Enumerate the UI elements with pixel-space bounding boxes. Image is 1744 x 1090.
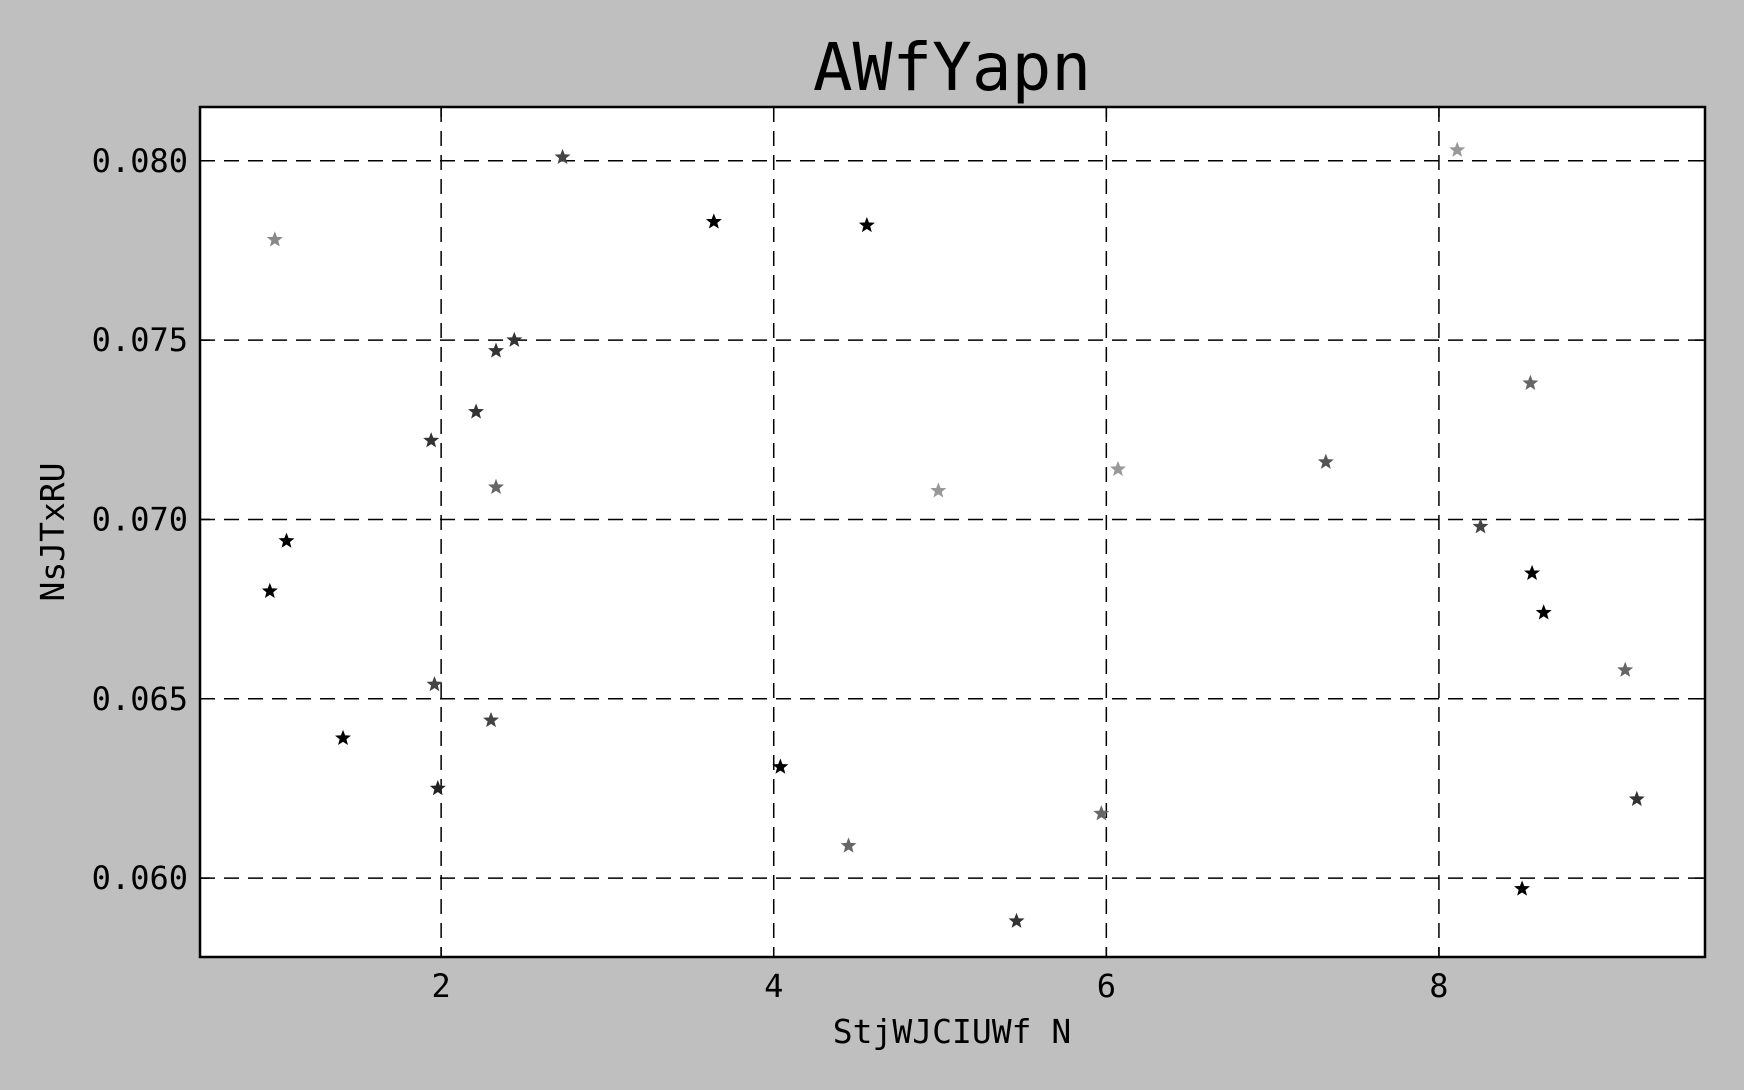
y-tick-label: 0.070 <box>92 500 188 538</box>
data-point-star <box>1524 564 1541 581</box>
x-axis-label: StjWJCIUWf N <box>833 1012 1071 1051</box>
data-point-star <box>1617 661 1634 677</box>
data-point-star <box>1317 453 1334 469</box>
data-point-star <box>1008 912 1025 928</box>
data-point-star <box>772 758 789 774</box>
data-point-star <box>423 432 440 448</box>
x-tick-label: 4 <box>764 967 783 1005</box>
x-tick-label: 8 <box>1429 967 1448 1005</box>
plot-area <box>200 107 1705 957</box>
chart-title: AWfYapn <box>813 29 1091 106</box>
y-tick-label: 0.065 <box>92 680 188 718</box>
data-point-star <box>1472 518 1489 534</box>
data-point-star <box>930 482 947 498</box>
data-point-star <box>554 148 571 164</box>
data-point-star <box>858 216 875 233</box>
data-point-star <box>335 729 351 746</box>
y-tick-label: 0.060 <box>92 859 188 897</box>
axis-ticks: 2 4 6 8 0.060 0.065 0.070 0.075 0.080 <box>92 107 1705 1005</box>
data-points <box>261 141 1645 928</box>
y-tick-label: 0.075 <box>92 321 188 359</box>
plot-frame <box>198 105 1707 959</box>
data-point-star <box>506 331 523 347</box>
x-tick-label: 6 <box>1097 967 1116 1005</box>
data-point-star <box>429 780 446 796</box>
data-point-star <box>1109 460 1126 477</box>
data-point-star <box>488 342 504 358</box>
data-point-star <box>840 837 857 853</box>
data-point-star <box>468 403 485 419</box>
data-point-star <box>705 213 722 229</box>
y-axis-label: NsJTxRU <box>33 462 72 601</box>
data-point-star <box>1535 604 1552 620</box>
data-point-star <box>1449 141 1466 157</box>
data-point-star <box>261 582 278 598</box>
data-point-star <box>1628 790 1645 806</box>
data-point-star <box>1514 880 1531 896</box>
data-point-star <box>1522 374 1539 390</box>
grid-lines <box>200 107 1705 957</box>
data-point-star <box>266 231 283 247</box>
data-point-star <box>1093 805 1110 821</box>
y-tick-label: 0.080 <box>92 142 188 180</box>
data-point-star <box>483 711 499 728</box>
x-tick-label: 2 <box>431 967 450 1005</box>
data-point-star <box>426 676 443 692</box>
data-point-star <box>488 478 504 494</box>
data-point-star <box>278 532 295 548</box>
